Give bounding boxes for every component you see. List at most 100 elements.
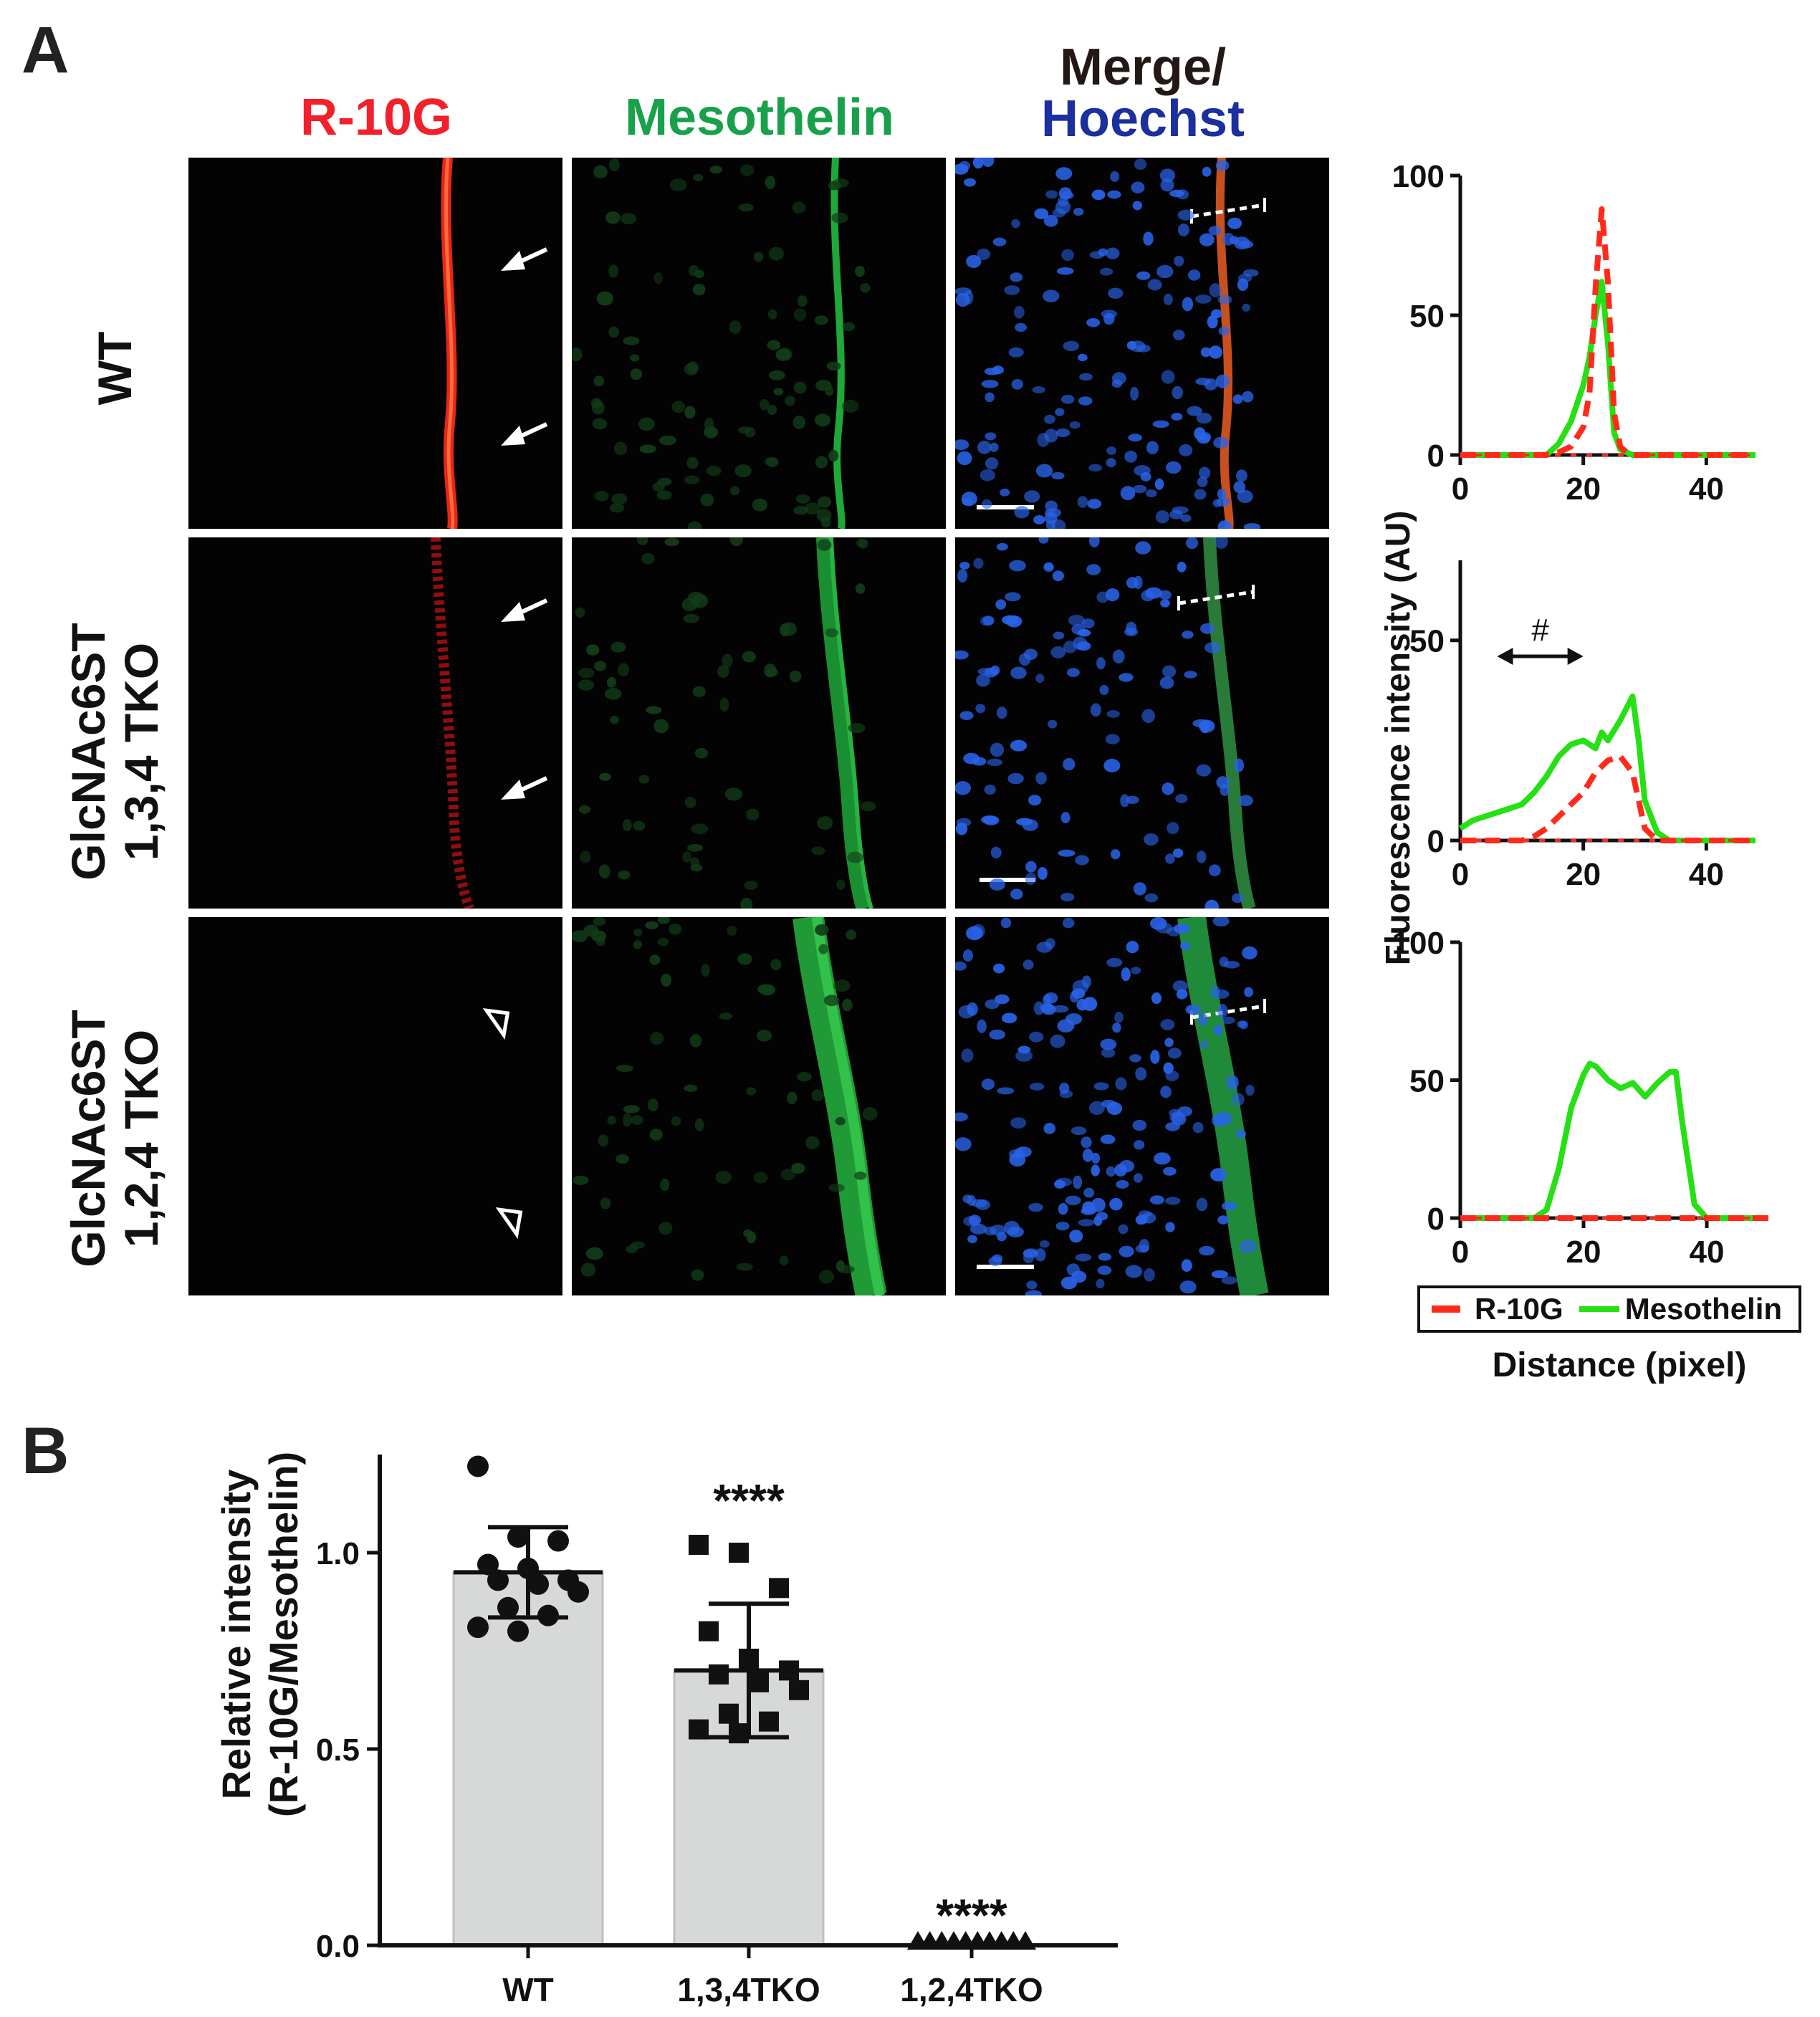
column-title-hoechst: Hoechst: [1040, 90, 1245, 148]
nucleus-dot: [1100, 1134, 1116, 1144]
nucleus-dot: [1114, 1012, 1124, 1023]
x-tick-label: 0: [1452, 1235, 1469, 1270]
nucleus-dot: [616, 1154, 629, 1164]
nucleus-dot: [992, 1254, 1003, 1263]
nucleus-dot: [787, 1091, 798, 1104]
data-point: [769, 1578, 789, 1599]
nucleus-dot: [1215, 537, 1228, 549]
nucleus-dot: [1242, 303, 1251, 312]
nucleus-dot: [962, 1194, 973, 1204]
nucleus-dot: [1081, 618, 1095, 628]
nucleus-dot: [1043, 1123, 1055, 1134]
significance-stars: ****: [936, 1889, 1007, 1941]
nucleus-dot: [792, 416, 806, 429]
data-point: [507, 1620, 529, 1642]
nucleus-dot: [737, 953, 752, 965]
nucleus-dot: [1196, 1197, 1208, 1212]
nucleus-dot: [1184, 671, 1197, 679]
nucleus-dot: [1169, 189, 1184, 198]
nucleus-dot: [1242, 946, 1258, 959]
nucleus-dot: [649, 1129, 663, 1141]
nucleus-dot: [1100, 1038, 1117, 1050]
nucleus-dot: [1149, 1195, 1164, 1205]
nucleus-dot: [1159, 676, 1174, 689]
nucleus-dot: [990, 665, 1000, 676]
nucleus-dot: [1065, 1013, 1083, 1025]
nucleus-dot: [1221, 1276, 1237, 1285]
profile-legend: R-10G Mesothelin: [1417, 1285, 1801, 1333]
nucleus-dot: [846, 929, 857, 940]
nucleus-dot: [684, 406, 696, 419]
nucleus-dot: [1200, 347, 1211, 358]
nucleus-dot: [1209, 345, 1222, 359]
nucleus-dot: [1199, 1245, 1215, 1256]
line-profile-marker: [1191, 203, 1265, 219]
data-point: [729, 1723, 749, 1744]
nucleus-dot: [1024, 648, 1038, 660]
nucleus-dot: [1208, 864, 1221, 876]
arrow-icon: [501, 776, 548, 800]
nucleus-dot: [1216, 497, 1230, 507]
nucleus-dot: [770, 959, 782, 971]
nucleus-dot: [860, 283, 871, 293]
nucleus-dot: [768, 246, 784, 261]
y-tick-label: 1.0: [316, 1536, 360, 1571]
nucleus-dot: [682, 851, 692, 863]
nucleus-dot: [1015, 1050, 1033, 1062]
nucleus-dot: [592, 418, 608, 430]
nucleus-dot: [1180, 942, 1190, 950]
nucleus-dot: [1032, 386, 1045, 393]
nucleus-dot: [1208, 226, 1222, 236]
nucleus-dot: [1025, 872, 1037, 885]
nucleus-dot: [1010, 666, 1027, 679]
nucleus-dot: [591, 930, 607, 942]
nucleus-dot: [990, 442, 999, 452]
nucleus-dot: [818, 496, 832, 508]
y-tick-label: 0.0: [316, 1929, 360, 1964]
nucleus-dot: [985, 457, 999, 470]
nucleus-dot: [1197, 851, 1207, 863]
nucleus-dot: [1172, 980, 1188, 992]
nucleus-dot: [955, 781, 971, 795]
nucleus-dot: [842, 322, 856, 331]
nucleus-dot: [1187, 406, 1202, 416]
y-tick-label: 0: [1427, 1202, 1445, 1237]
nucleus-dot: [785, 396, 795, 406]
nucleus-dot: [757, 1030, 772, 1042]
data-point: [567, 1581, 589, 1603]
nucleus-dot: [1011, 219, 1020, 229]
nucleus-dot: [980, 469, 995, 482]
nucleus-dot: [717, 665, 729, 678]
nucleus-dot: [984, 368, 1000, 375]
nucleus-dot: [1134, 1173, 1143, 1183]
nucleus-dot: [767, 309, 777, 320]
nucleus-dot: [1001, 1012, 1017, 1024]
nucleus-dot: [1159, 590, 1172, 600]
nucleus-dot: [626, 1245, 638, 1253]
nucleus-dot: [700, 493, 714, 507]
nucleus-dot: [824, 995, 840, 1007]
nucleus-dot: [996, 542, 1008, 551]
nucleus-dot: [1160, 599, 1170, 608]
nucleus-dot: [992, 237, 1007, 246]
nucleus-dot: [623, 1105, 640, 1113]
nucleus-dot: [1066, 1263, 1080, 1276]
nucleus-dot: [657, 477, 672, 486]
nucleus-dot: [764, 663, 777, 678]
nucleus-dot: [981, 815, 998, 824]
nucleus-dot: [715, 1171, 732, 1184]
nucleus-dot: [1119, 673, 1134, 682]
nucleus-dot: [1045, 508, 1062, 518]
nucleus-dot: [1141, 709, 1155, 724]
nucleus-dot: [1058, 1203, 1068, 1215]
nucleus-dot: [1160, 1019, 1175, 1030]
arrow-icon: [501, 247, 548, 271]
nucleus-dot: [1212, 917, 1230, 927]
nucleus-dot: [1175, 794, 1188, 803]
nucleus-dot: [791, 1162, 805, 1174]
nucleus-dot: [757, 984, 774, 995]
nucleus-dot: [1073, 208, 1084, 216]
nucleus-dot: [1038, 867, 1048, 880]
line-profile-chart: 0 50 100 0 20 40: [1392, 926, 1768, 1270]
nucleus-dot: [729, 320, 742, 334]
